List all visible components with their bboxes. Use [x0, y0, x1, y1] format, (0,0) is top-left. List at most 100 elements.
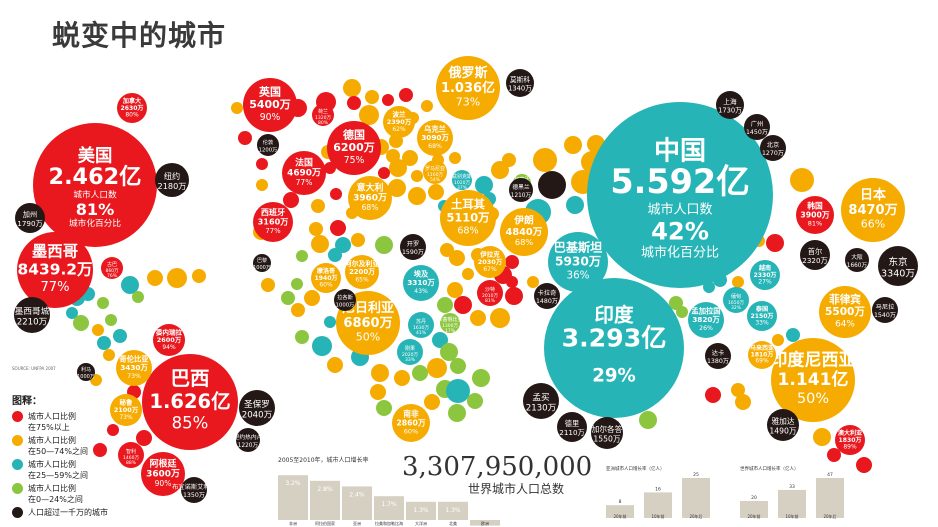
country-urban-pop: 2600万 [157, 336, 182, 344]
growth-bar-value: 1.3% [445, 507, 461, 514]
city-bubble-circle [878, 246, 918, 286]
minor-bubbles [66, 79, 872, 473]
legend-label: 人口超过一千万的城市 [28, 508, 108, 517]
country-bubble-circle [477, 280, 503, 306]
country-bubble-circle [440, 313, 460, 333]
city-name: 墨西哥城 [15, 306, 50, 317]
minor-bubble [376, 400, 392, 416]
minor-bubble [311, 235, 329, 253]
country-bubble-circle [345, 255, 379, 289]
country-name: 秘鲁 [120, 397, 134, 406]
country-urban-pct: 77% [265, 227, 281, 235]
country-bubble-circle [33, 123, 157, 247]
country-urban-pop: 1630万 [413, 325, 429, 331]
country-bubble-circle [397, 339, 423, 365]
city-bubble-circle [253, 254, 271, 272]
city-name: 伦敦 [263, 138, 274, 146]
minor-bubble [378, 167, 390, 179]
minor-bubble [97, 297, 109, 309]
minor-bubble [347, 96, 361, 110]
minor-bubble [192, 269, 206, 283]
country-name: 美国 [78, 145, 113, 166]
minor-bubble [731, 383, 745, 397]
minor-bubble [505, 255, 519, 269]
minor-bubble [676, 306, 688, 318]
country-urban-pct: 17% [445, 328, 456, 334]
minor-bubble [311, 199, 325, 213]
city-bubble-circle [15, 203, 45, 233]
minor-bubble [365, 90, 379, 104]
country-name: 缅甸 [731, 293, 741, 300]
country-name: 加拿大 [122, 97, 142, 105]
minor-bubble [437, 297, 453, 313]
legend-label: 城市人口比例 在0—24%之间 [28, 484, 83, 504]
city-bubble-circle [239, 390, 275, 426]
minor-bubble [402, 150, 418, 166]
minor-bubble [256, 158, 268, 170]
minor-bubble [324, 162, 336, 174]
minor-bubble [283, 192, 299, 208]
country-urban-pct: 77% [296, 178, 313, 187]
country-urban-pop: 1460万 [123, 455, 139, 461]
city-pop: 1730万 [718, 107, 742, 115]
country-urban-pop: 6200万 [333, 141, 374, 154]
country-bubble-circle [403, 265, 439, 301]
minor-bubble [291, 303, 305, 317]
city-bubble-circle [509, 178, 533, 202]
country-bubble-circle [17, 232, 93, 308]
country-urban-pop: 3820万 [692, 315, 720, 324]
country-urban-pop: 8470万 [848, 203, 897, 218]
minor-bubble [490, 308, 510, 328]
city-pop: 2180万 [158, 181, 187, 191]
city-bubble-circle [14, 297, 50, 333]
country-urban-pop: 2030万 [478, 258, 503, 266]
growth-bar [406, 501, 436, 520]
minor-bubble [705, 387, 721, 403]
world-growth-chart-category: 10年前 [785, 513, 798, 519]
country-urban-pop: 3310万 [407, 278, 435, 287]
city-pop: 2210万 [17, 318, 48, 328]
city-bubble-circle [705, 343, 731, 369]
minor-bubble [312, 336, 332, 356]
legend-swatch [12, 459, 23, 470]
city-name: 首尔 [808, 247, 822, 256]
country-name: 巴基斯坦 [554, 240, 603, 255]
country-name: 伊拉克 [479, 249, 500, 258]
country-urban-pct: 88% [126, 460, 137, 466]
minor-bubble [472, 369, 490, 387]
city-name: 开罗 [407, 241, 419, 248]
minor-bubble [92, 324, 104, 336]
city-name: 大阪 [851, 253, 863, 261]
country-urban-pct: 33% [755, 319, 769, 326]
country-name: 孟加拉国 [691, 307, 720, 316]
country-bubble-circle [117, 93, 147, 123]
country-bubble-circle [436, 56, 500, 120]
country-urban-pct: 85% [172, 413, 209, 432]
country-urban-pct: 68% [457, 225, 478, 236]
country-name: 阿尔及利亚 [345, 259, 380, 268]
country-name: 智利 [126, 448, 136, 455]
country-urban-pct: 65% [355, 276, 369, 283]
country-bubble-circle [747, 301, 777, 331]
city-name: 德黑兰 [512, 183, 529, 191]
city-bubble-circle [872, 297, 898, 323]
city-pop: 1550万 [593, 435, 621, 444]
country-pop-caption: 城市人口数 [73, 188, 117, 200]
city-pop: 1000万 [77, 374, 95, 380]
country-urban-pop: 1940万 [315, 275, 338, 282]
city-name: 东京 [888, 256, 907, 268]
country-name: 摩洛哥 [317, 267, 335, 275]
